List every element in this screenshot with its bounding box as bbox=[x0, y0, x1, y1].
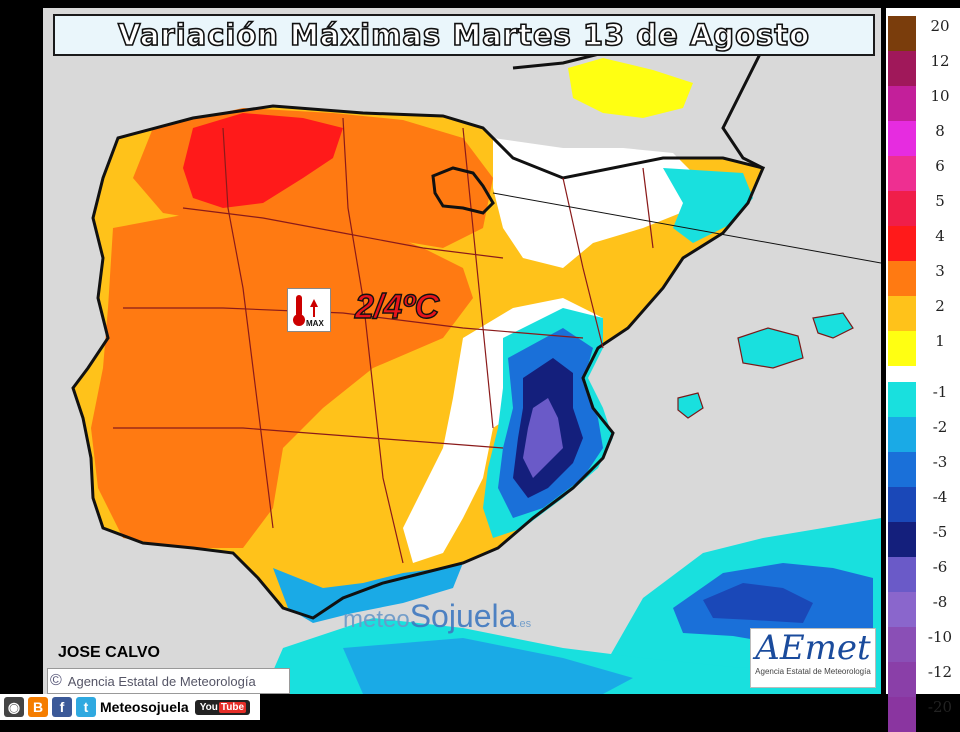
legend-label: -3 bbox=[932, 453, 948, 471]
legend-swatch bbox=[888, 86, 916, 121]
legend-swatch bbox=[888, 261, 916, 296]
legend-swatch bbox=[888, 296, 916, 331]
watermark-part2: Sojuela bbox=[409, 598, 517, 634]
anomaly-range-label: 2/4ºC bbox=[354, 287, 440, 326]
watermark-suffix: .es bbox=[516, 618, 532, 630]
thermometer-label: MAX bbox=[306, 319, 324, 328]
purple-anomaly-levante bbox=[523, 398, 563, 478]
pointer-line bbox=[492, 192, 881, 264]
legend-label: 4 bbox=[935, 227, 945, 245]
thermometer-up-icon: MAX bbox=[287, 288, 331, 332]
youtube-label: You bbox=[199, 701, 218, 713]
aemet-logo-text: AEmet bbox=[755, 628, 871, 668]
balearic-islands bbox=[677, 312, 854, 419]
watermark-part1: meteo bbox=[343, 606, 410, 633]
sea-anomaly-core bbox=[703, 583, 813, 623]
coastline bbox=[71, 104, 766, 620]
instagram-icon[interactable]: ◉ bbox=[4, 697, 24, 717]
facebook-icon[interactable]: f bbox=[52, 697, 72, 717]
legend-swatch bbox=[888, 121, 916, 156]
legend-swatch bbox=[888, 452, 916, 487]
legend-label: 8 bbox=[935, 122, 945, 140]
legend-label: -8 bbox=[932, 593, 948, 611]
legend-label: 10 bbox=[930, 87, 950, 105]
orange-anomaly-west bbox=[91, 213, 473, 548]
agency-credit: © Agencia Estatal de Meteorología bbox=[47, 668, 290, 694]
legend-label: 12 bbox=[930, 52, 950, 70]
la-rioja-outline bbox=[431, 166, 495, 215]
page-title: Variación Máximas Martes 13 de Agosto bbox=[117, 17, 811, 53]
title-banner: Variación Máximas Martes 13 de Agosto bbox=[53, 14, 875, 56]
anomaly-map bbox=[43, 8, 881, 694]
blogger-icon[interactable]: B bbox=[28, 697, 48, 717]
twitter-icon[interactable]: t bbox=[76, 697, 96, 717]
legend-label: 1 bbox=[935, 332, 945, 350]
legend-swatch bbox=[888, 662, 916, 697]
africa-anomaly-blue bbox=[343, 638, 633, 694]
author-name: JOSE CALVO bbox=[58, 644, 160, 661]
legend-label: -1 bbox=[932, 383, 948, 401]
legend-swatch bbox=[888, 522, 916, 557]
agency-credit-text: Agencia Estatal de Meteorología bbox=[67, 673, 256, 689]
legend-label: 3 bbox=[935, 262, 945, 280]
youtube-icon[interactable]: You Tube bbox=[194, 699, 251, 715]
map-drawing bbox=[43, 8, 881, 694]
legend-swatch bbox=[888, 226, 916, 261]
watermark: meteoSojuela.es bbox=[343, 598, 531, 635]
legend-swatch bbox=[888, 382, 916, 417]
legend-label: -10 bbox=[927, 628, 953, 646]
legend-swatch bbox=[888, 697, 916, 732]
legend-label: 6 bbox=[935, 157, 945, 175]
legend-label: -6 bbox=[932, 558, 948, 576]
legend-label: -4 bbox=[932, 488, 948, 506]
aemet-logo-subtitle: Agencia Estatal de Meteorología bbox=[755, 667, 871, 676]
legend-label: -5 bbox=[932, 523, 948, 541]
legend-label: -20 bbox=[927, 698, 953, 716]
legend-label: 2 bbox=[935, 297, 945, 315]
legend-swatch bbox=[888, 156, 916, 191]
andalusia-coast-anomaly bbox=[273, 563, 463, 623]
legend-swatch bbox=[888, 331, 916, 366]
legend-label: -12 bbox=[927, 663, 953, 681]
legend-swatch bbox=[888, 592, 916, 627]
legend-label: -2 bbox=[932, 418, 948, 436]
legend-swatch bbox=[888, 627, 916, 662]
legend-swatch bbox=[888, 417, 916, 452]
legend-swatch bbox=[888, 191, 916, 226]
social-bar: ◉ B f t Meteosojuela You Tube bbox=[0, 694, 260, 720]
island-area bbox=[568, 58, 693, 118]
aemet-logo: AEmet Agencia Estatal de Meteorología bbox=[750, 628, 876, 688]
youtube-tube: Tube bbox=[218, 701, 247, 713]
legend-swatch bbox=[888, 51, 916, 86]
legend-label: 20 bbox=[930, 17, 950, 35]
legend-label: 5 bbox=[935, 192, 945, 210]
region-borders bbox=[113, 117, 654, 564]
social-handle[interactable]: Meteosojuela bbox=[100, 699, 189, 715]
color-legend: 20 12 10 8 6 5 4 3 2 1 -1 -2 -3 -4 -5 -6 -8 -10 -12 -20 bbox=[886, 8, 960, 732]
legend-swatch bbox=[888, 16, 916, 51]
legend-swatch bbox=[888, 487, 916, 522]
copyright-icon: © bbox=[50, 672, 62, 689]
legend-swatch bbox=[888, 557, 916, 592]
